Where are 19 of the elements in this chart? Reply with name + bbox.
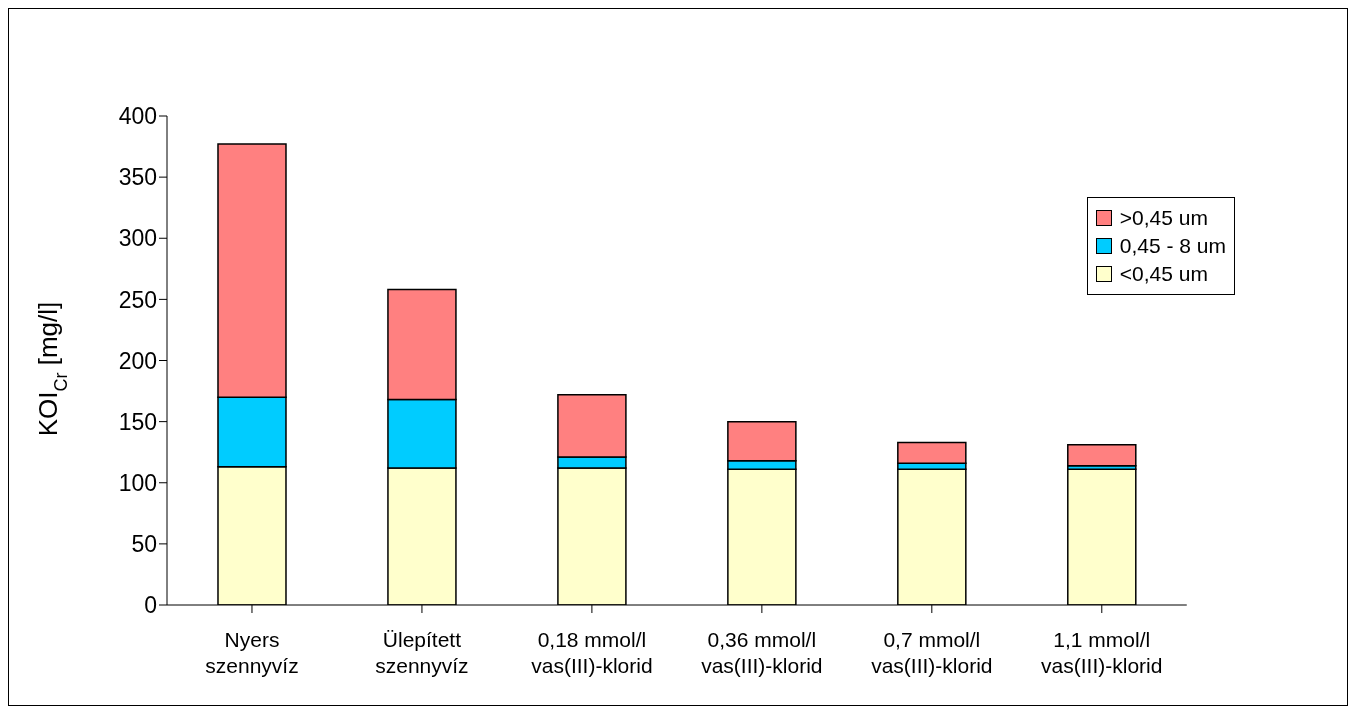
y-tick-label: 100 — [118, 469, 157, 496]
y-tick-label: 350 — [118, 164, 157, 191]
x-tick-label: 0,18 mmol/l vas(III)-klorid — [531, 628, 653, 677]
x-tick-label: 0,7 mmol/l vas(III)-klorid — [871, 628, 993, 677]
x-tick-label: Ülepített szennyvíz — [375, 628, 469, 677]
legend-label: <0,45 um — [1119, 262, 1208, 286]
x-tick-label: 1,1 mmol/l vas(III)-klorid — [1041, 628, 1163, 677]
y-tick-label: 50 — [131, 531, 157, 558]
y-tick-label: 300 — [118, 225, 157, 252]
y-tick-label: 400 — [118, 103, 157, 130]
y-tick-label: 150 — [118, 408, 157, 435]
y-tick-label: 250 — [118, 286, 157, 313]
y-tick-label: 200 — [118, 347, 157, 374]
legend-label: >0,45 um — [1119, 206, 1208, 230]
legend-label: 0,45 - 8 um — [1119, 234, 1226, 258]
y-tick-label: 0 — [144, 592, 157, 619]
x-tick-label: 0,36 mmol/l vas(III)-klorid — [701, 628, 823, 677]
x-tick-label: Nyers szennyvíz — [205, 628, 299, 677]
bar — [1067, 444, 1137, 467]
